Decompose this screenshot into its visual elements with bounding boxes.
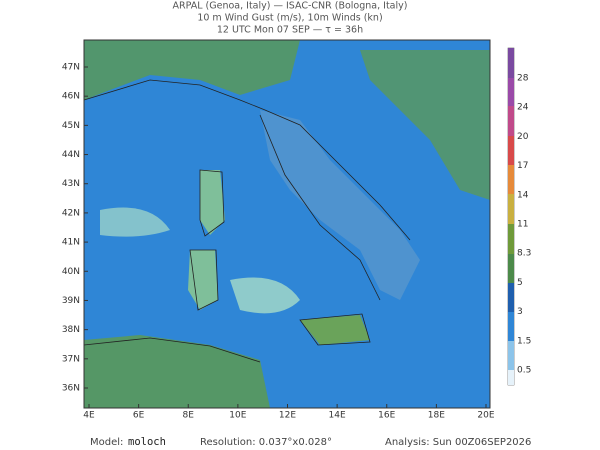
- colorbar-segment: [508, 106, 514, 136]
- calm-field: [100, 207, 170, 237]
- colorbar-label: 0.5: [517, 366, 531, 376]
- lat-label: 42N: [62, 208, 80, 218]
- colorbar-segment: [508, 283, 514, 312]
- lat-label: 37N: [62, 354, 80, 364]
- land-field: [84, 40, 300, 100]
- colorbar-label: 24: [517, 103, 529, 113]
- lat-label: 36N: [62, 384, 80, 394]
- lon-label: 4E: [83, 411, 95, 421]
- lon-label: 16E: [378, 411, 395, 421]
- colorbar-segment: [508, 254, 514, 283]
- colorbar-label: 5: [517, 278, 523, 288]
- title-line: 12 UTC Mon 07 SEP — τ = 36h: [217, 25, 363, 36]
- colorbar-label: 8.3: [517, 249, 531, 259]
- colorbar-segment: [508, 224, 514, 254]
- land-field: [360, 50, 490, 200]
- lat-label: 46N: [62, 92, 80, 102]
- lon-label: 6E: [133, 411, 145, 421]
- colorbar-label: 11: [517, 220, 528, 230]
- lon-label: 14E: [329, 411, 346, 421]
- lat-label: 39N: [62, 296, 80, 306]
- lon-label: 20E: [477, 411, 494, 421]
- lat-label: 38N: [62, 325, 80, 335]
- colorbar-segment: [508, 78, 514, 106]
- colorbar-segment: [508, 312, 514, 341]
- colorbar-label: 28: [517, 74, 529, 84]
- lon-label: 18E: [428, 411, 445, 421]
- colorbar-label: 17: [517, 161, 528, 171]
- lat-label: 40N: [62, 267, 80, 277]
- colorbar-label: 1.5: [517, 336, 531, 346]
- colorbar-segment: [508, 48, 514, 78]
- title-line: 10 m Wind Gust (m/s), 10m Winds (kn): [197, 13, 382, 24]
- land-field: [200, 170, 225, 235]
- footer-label: Model:: [90, 437, 123, 448]
- coastline: [83, 79, 411, 363]
- map-field: [83, 39, 491, 409]
- lon-label: 12E: [279, 411, 296, 421]
- colorbar-segment: [508, 165, 514, 194]
- calm-field: [230, 277, 300, 314]
- colorbar-label: 20: [517, 132, 529, 142]
- colorbar-label: 3: [517, 307, 523, 317]
- lat-label: 47N: [62, 63, 80, 73]
- lon-label: 8E: [183, 411, 195, 421]
- lat-label: 41N: [62, 238, 80, 248]
- colorbar-segment: [508, 341, 514, 370]
- lat-label: 45N: [62, 121, 80, 131]
- colorbar-segment: [508, 136, 514, 165]
- colorbar-label: 14: [517, 190, 529, 200]
- lon-label: 10E: [229, 411, 246, 421]
- title-line: ARPAL (Genoa, Italy) — ISAC-CNR (Bologna…: [173, 1, 408, 12]
- footer-model: moloch: [128, 436, 166, 448]
- land-field: [188, 250, 218, 310]
- land-field: [260, 110, 420, 300]
- footer-resolution: Resolution: 0.037°x0.028°: [200, 437, 332, 448]
- colorbar-segment: [508, 194, 514, 224]
- lat-label: 43N: [62, 179, 80, 189]
- footer-analysis: Analysis: Sun 00Z06SEP2026: [385, 437, 531, 448]
- lat-label: 44N: [62, 150, 80, 160]
- colorbar: [507, 47, 515, 386]
- colorbar-segment: [508, 370, 514, 385]
- land-field: [300, 315, 370, 345]
- land-field: [84, 335, 270, 408]
